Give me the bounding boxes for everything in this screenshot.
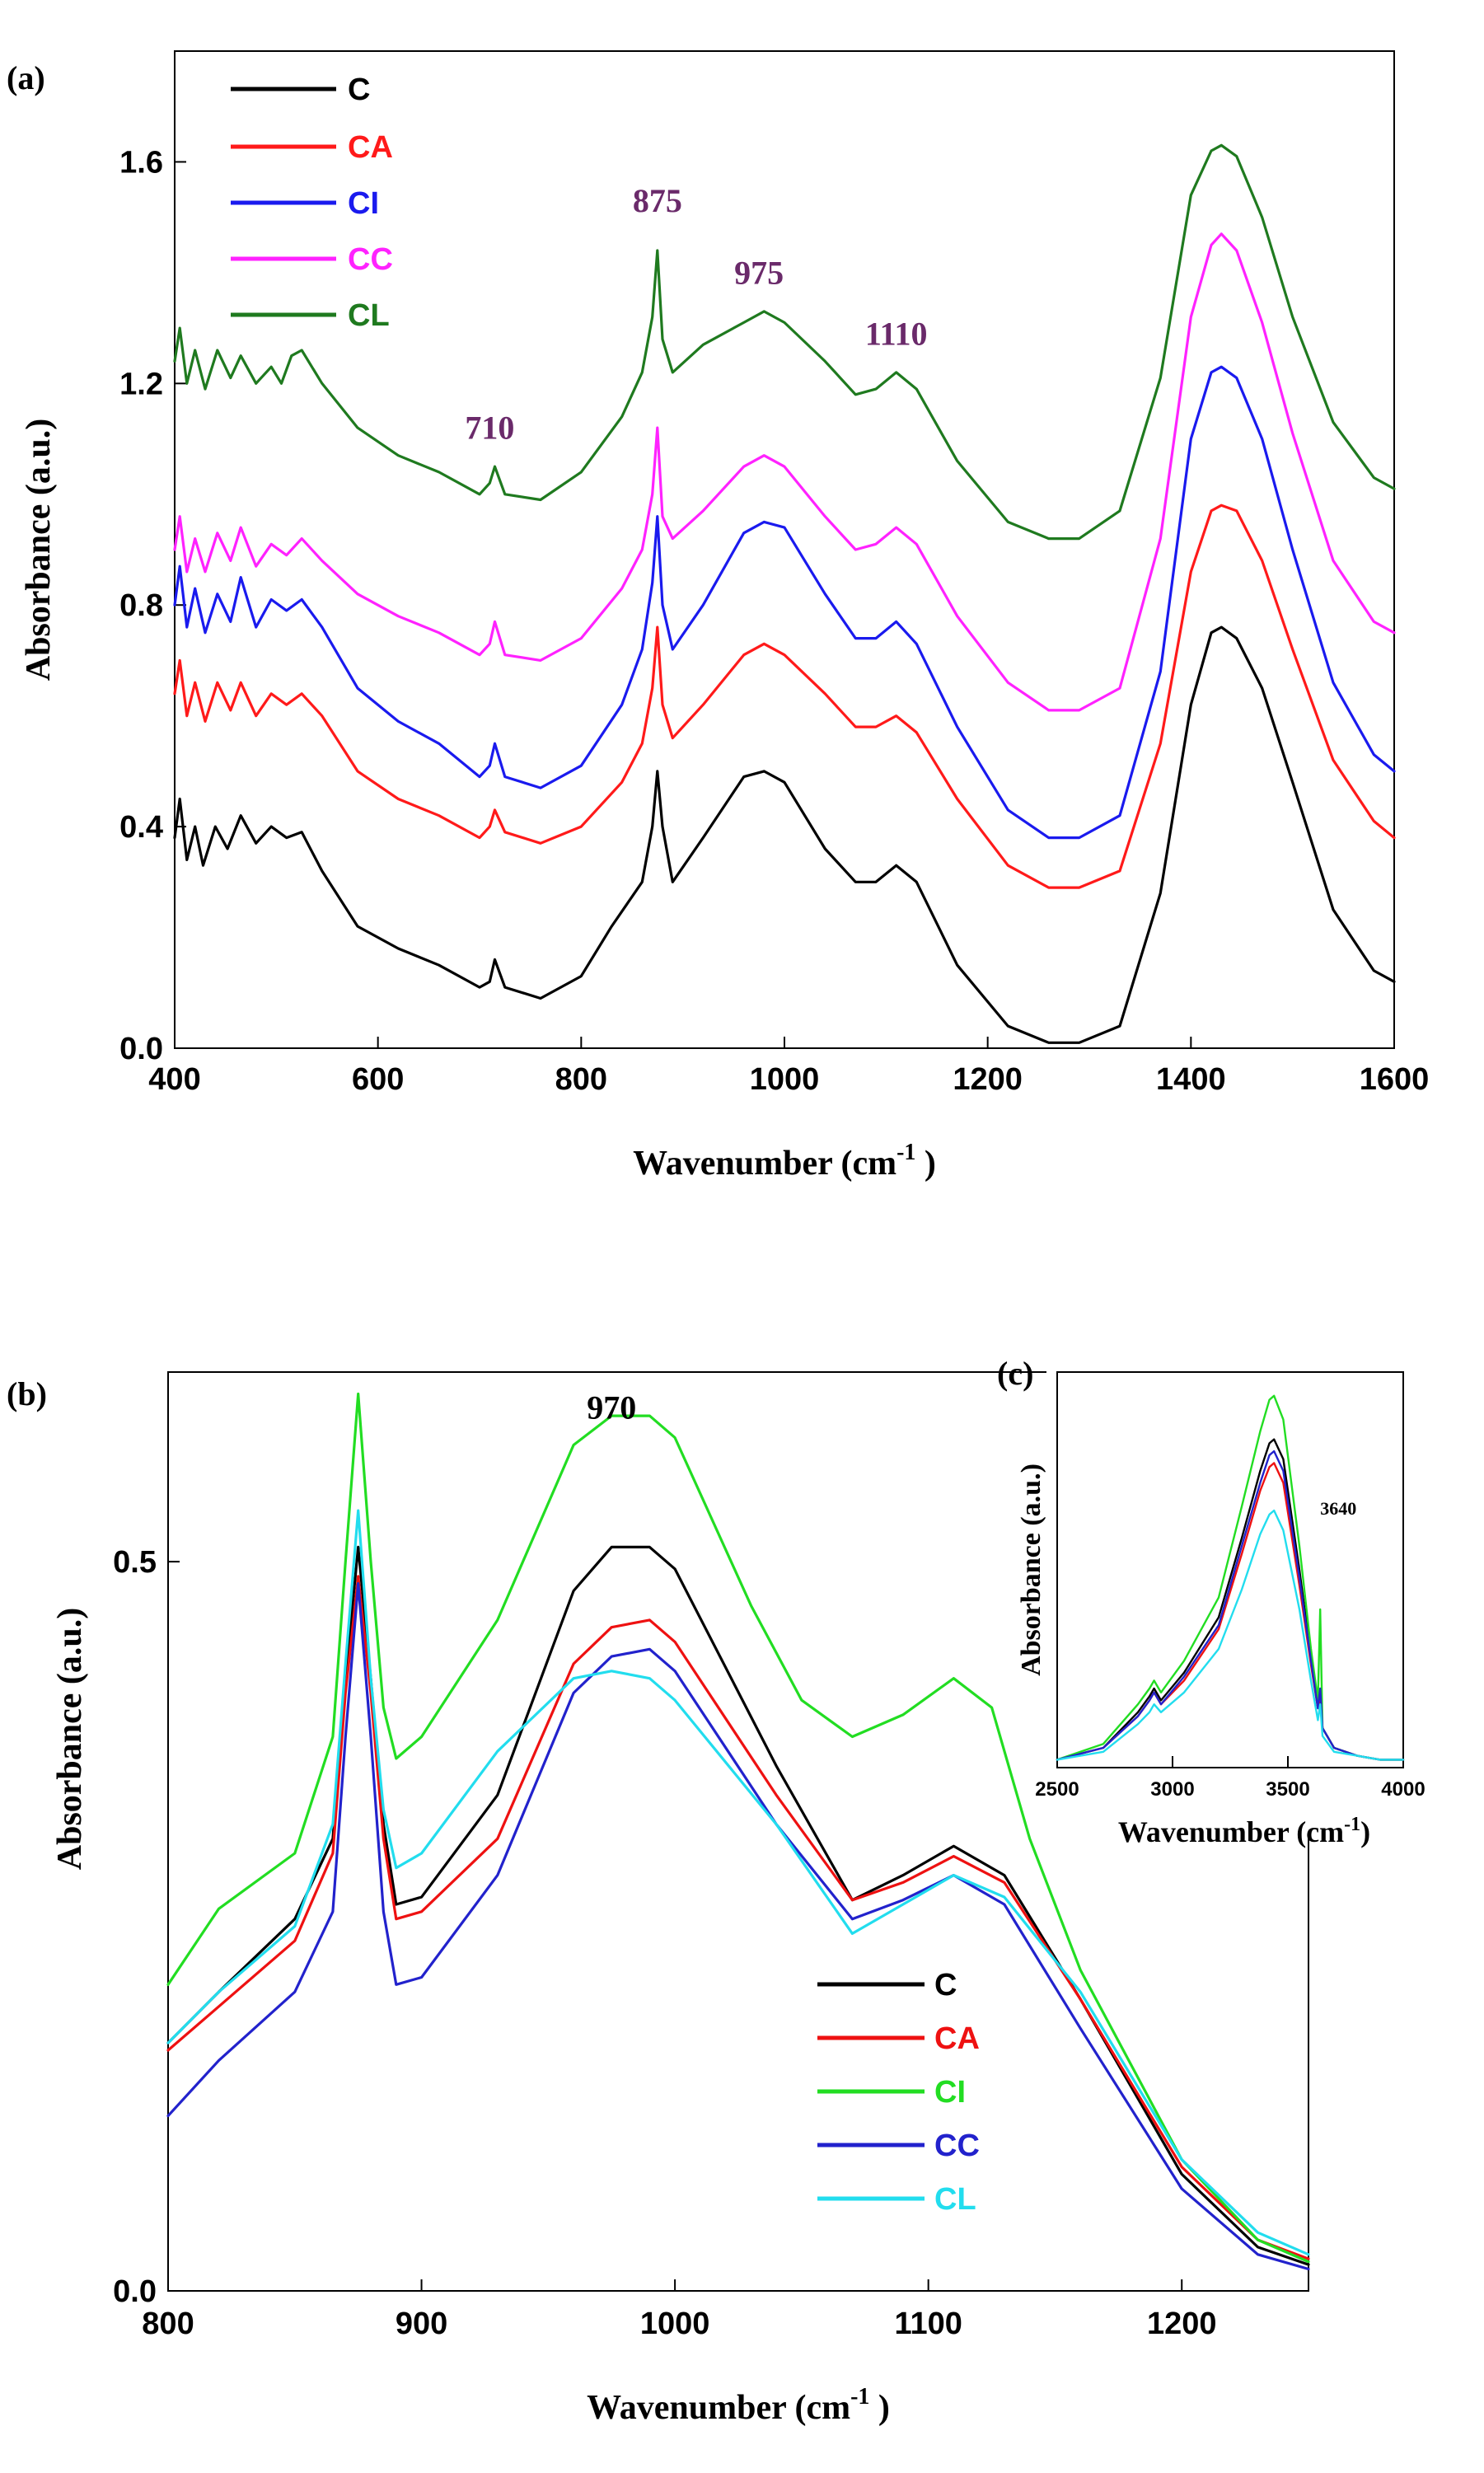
panel-b-ylabel: Absorbance (a.u.) [51, 1608, 89, 1871]
panel-c-background [1046, 1368, 1434, 1838]
series-line-cl [1056, 1509, 1405, 1761]
series-line-ci [166, 1392, 1310, 2264]
legend-b-label-ci: CI [934, 2075, 966, 2110]
x-tick-label: 1000 [750, 1062, 820, 1097]
panel-a-legend: C CA CI CC CL [231, 73, 393, 333]
x-tick-label: 3500 [1266, 1778, 1309, 1801]
x-tick-label: 1000 [640, 2307, 710, 2341]
panel-c-ylabel: Absorbance (a.u.) [1016, 1464, 1046, 1676]
legend-b-label-ca: CA [934, 2021, 980, 2056]
panel-b-xlabel: Wavenumber (cm-1 ) [587, 2384, 890, 2427]
panel-c-inset: (c) 2500 3000 3500 4000 3640 Absorbance (a.… [997, 1355, 1434, 1848]
series-line-ci [173, 365, 1396, 840]
peak-annotation: 875 [633, 182, 682, 219]
y-tick-label: 0.8 [119, 588, 163, 623]
legend-a-label-cc: CC [348, 242, 393, 277]
x-tick-label: 800 [142, 2307, 194, 2341]
panel-c-xlabel: Wavenumber (cm-1) [1118, 1814, 1370, 1848]
series-line-cc [1056, 1450, 1405, 1761]
peak-annotation: 3640 [1320, 1498, 1356, 1519]
panel-a-ylabel: Absorbance (a.u.) [20, 419, 58, 681]
x-tick-label: 600 [352, 1062, 404, 1097]
panel-b-legend: C CA CI CC CL [817, 1968, 980, 2217]
panel-b-label: (b) [7, 1375, 47, 1412]
series-line-cl [166, 1509, 1310, 2256]
x-tick-label: 400 [148, 1062, 200, 1097]
x-tick-label: 1600 [1360, 1062, 1430, 1097]
series-line-cl [173, 143, 1396, 541]
y-tick-label: 1.6 [119, 145, 163, 180]
series-line-ca [173, 503, 1396, 889]
panel-c-plot-frame [1056, 1371, 1404, 1768]
panel-c-label: (c) [997, 1355, 1033, 1392]
legend-a-label-ci: CI [348, 186, 379, 221]
x-tick-label: 900 [396, 2307, 447, 2341]
x-tick-label: 1200 [953, 1062, 1023, 1097]
peak-annotation: 710 [465, 410, 514, 447]
y-tick-label: 0.5 [113, 1545, 157, 1580]
y-tick-label: 0.0 [113, 2274, 157, 2309]
y-tick-label: 0.0 [119, 1032, 163, 1066]
legend-a-label-c: C [348, 73, 370, 107]
x-tick-label: 2500 [1035, 1778, 1079, 1801]
peak-annotation: 1110 [865, 315, 928, 352]
panel-a: (a) 0.0 0.4 0.8 1.2 1.6 400 600 800 1000 1200 140… [7, 50, 1430, 1183]
x-tick-label: 800 [555, 1062, 607, 1097]
x-tick-label: 1200 [1147, 2307, 1217, 2341]
peak-annotation: 975 [734, 254, 784, 291]
panel-a-xlabel: Wavenumber (cm-1 ) [633, 1140, 936, 1183]
legend-a-label-cl: CL [348, 298, 390, 333]
y-tick-label: 0.4 [119, 810, 163, 845]
legend-b-label-c: C [934, 1968, 957, 2002]
x-tick-label: 3000 [1150, 1778, 1194, 1801]
legend-a-label-ca: CA [348, 130, 393, 165]
legend-b-label-cc: CC [934, 2129, 980, 2163]
series-line-ca [166, 1575, 1310, 2260]
peak-annotation: 970 [587, 1389, 636, 1426]
series-line-c [173, 625, 1396, 1044]
x-tick-label: 1400 [1156, 1062, 1226, 1097]
x-tick-label: 4000 [1381, 1778, 1425, 1801]
panel-a-label: (a) [7, 59, 45, 96]
panel-b: (b) 0.0 0.5 800 900 1000 1100 1200 970 C CA C… [7, 1371, 1310, 2427]
x-tick-label: 1100 [894, 2307, 962, 2341]
y-tick-label: 1.2 [119, 367, 163, 401]
series-line-cc [173, 232, 1396, 712]
legend-b-label-cl: CL [934, 2182, 976, 2217]
